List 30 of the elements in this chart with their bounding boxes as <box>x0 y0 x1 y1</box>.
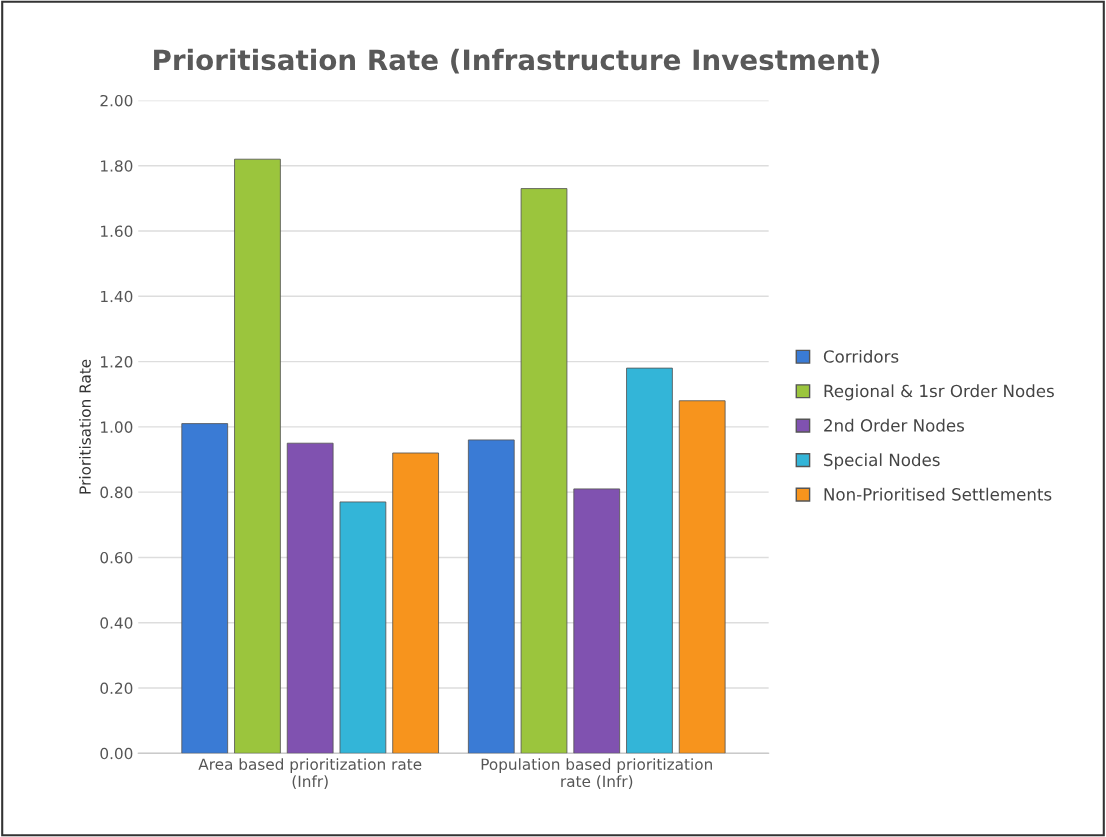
legend-label: Regional & 1sr Order Nodes <box>824 384 1054 401</box>
bar <box>339 501 387 754</box>
y-tick-label: 0.60 <box>100 551 133 564</box>
y-tick-label: 0.00 <box>100 747 133 760</box>
legend-label: Special Nodes <box>824 453 940 470</box>
bar <box>234 158 281 754</box>
y-axis-title: Prioritisation Rate <box>79 359 91 494</box>
y-tick-label: 0.20 <box>100 682 133 695</box>
chart-title: Prioritisation Rate (Infrastructure Investment) <box>154 48 880 74</box>
y-tick-label: 2.00 <box>100 94 133 107</box>
legend-label: Corridors <box>823 349 899 363</box>
y-tick-label: 1.20 <box>101 356 133 368</box>
x-tick-label: Area based prioritization rate (Infr) <box>198 758 422 789</box>
y-tick-label: 1.40 <box>101 290 133 303</box>
bar <box>286 442 334 754</box>
y-tick-label: 1.80 <box>101 160 133 172</box>
y-tick-label: 0.40 <box>100 617 133 629</box>
bar <box>181 423 229 754</box>
bar <box>626 367 673 754</box>
bar <box>573 488 621 754</box>
y-tick-label: 1.60 <box>101 225 133 238</box>
bar <box>467 439 515 754</box>
bar <box>678 400 726 754</box>
legend-label: 2nd Order Nodes <box>824 418 965 432</box>
y-tick-label: 1.00 <box>101 421 133 433</box>
bar <box>392 452 439 754</box>
bar <box>520 188 568 754</box>
x-tick-label: Population based prioritization rate (Infr) <box>481 758 712 789</box>
y-tick-label: 0.80 <box>100 486 133 499</box>
legend-label: Non-Prioritised Settlements <box>824 487 1052 501</box>
